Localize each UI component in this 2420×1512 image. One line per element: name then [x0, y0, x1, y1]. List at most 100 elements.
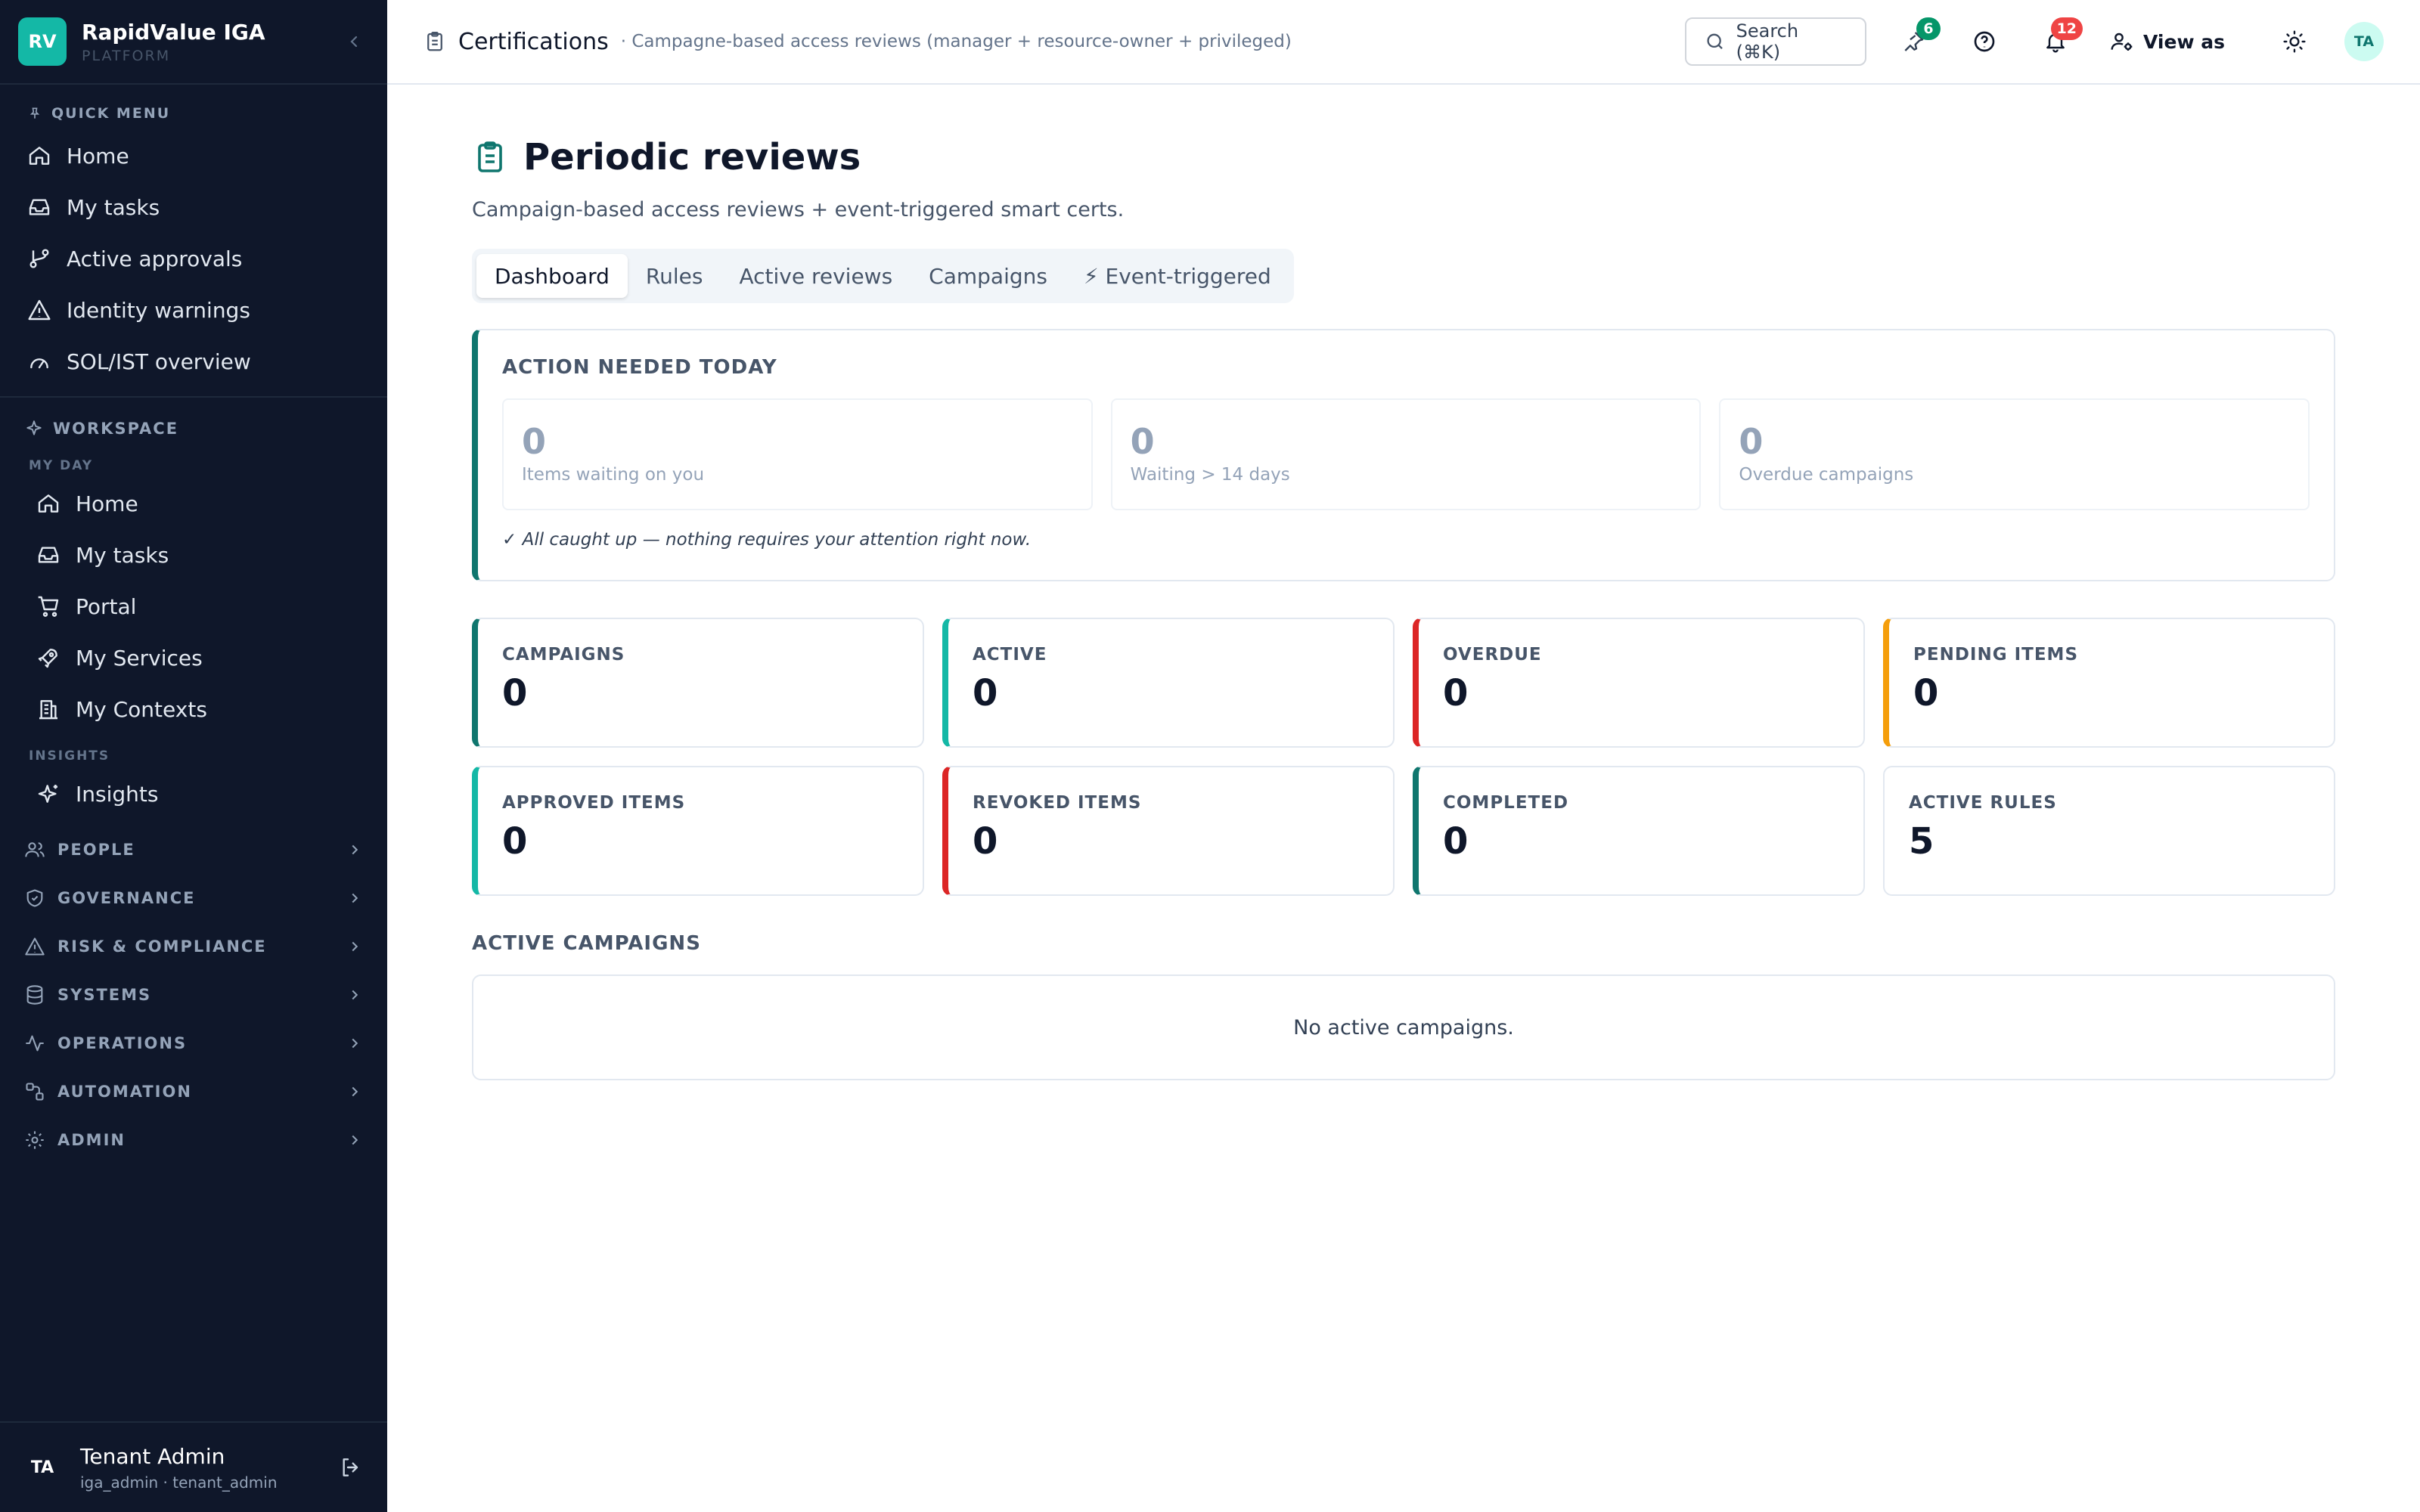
sidebar-item-my-contexts[interactable]: My Contexts — [0, 683, 387, 735]
sidebar-group-admin[interactable]: ADMIN — [0, 1116, 387, 1164]
top-bar: Certifications · Campagne-based access r… — [387, 0, 2420, 85]
sidebar-item-identity-warnings[interactable]: Identity warnings — [0, 284, 387, 336]
page-title: Periodic reviews — [523, 136, 861, 178]
search-button[interactable]: Search (⌘K) — [1685, 17, 1867, 66]
sidebar-group-systems[interactable]: SYSTEMS — [0, 971, 387, 1019]
chevron-right-icon — [352, 941, 358, 952]
inbox-icon — [29, 199, 50, 215]
action-card-value: 0 — [1130, 421, 1155, 462]
chevron-right-icon — [352, 1135, 358, 1145]
sidebar-item-label: My Services — [76, 645, 203, 671]
stat-card-revoked-items: REVOKED ITEMS 0 — [942, 766, 1395, 896]
building-icon — [39, 700, 57, 720]
notifications-button[interactable]: 12 — [2031, 17, 2083, 66]
stat-label: REVOKED ITEMS — [973, 793, 1142, 813]
sidebar-item-label: My tasks — [76, 542, 169, 568]
all-caught-up-note: ✓ All caught up — nothing requires your … — [502, 530, 1032, 550]
search-label: Search (⌘K) — [1736, 20, 1799, 63]
pinned-button[interactable]: 6 — [1889, 17, 1941, 66]
stat-value: 5 — [1909, 820, 1934, 863]
sidebar-item-quick-home[interactable]: Home — [0, 130, 387, 181]
sidebar-item-portal[interactable]: Portal — [0, 581, 387, 632]
stats-grid: CAMPAIGNS 0 ACTIVE 0 OVERDUE 0 PENDING I… — [472, 618, 2335, 896]
workspace-label: WORKSPACE — [53, 420, 179, 438]
group-label: GOVERNANCE — [57, 889, 196, 907]
sidebar: RV RapidValue IGA PLATFORM QUICK MENU Ho… — [0, 0, 387, 1512]
sidebar-item-sol-ist-overview[interactable]: SOL/IST overview — [0, 336, 387, 387]
sidebar-item-label: SOL/IST overview — [67, 349, 251, 374]
workspace-header: WORKSPACE — [0, 407, 387, 451]
brand-name: RapidValue IGA — [82, 19, 265, 45]
sidebar-item-my-tasks[interactable]: My tasks — [0, 529, 387, 581]
page-description: Campaign-based access reviews + event-tr… — [472, 198, 1125, 222]
stat-value: 0 — [502, 820, 528, 863]
clipboard-icon — [427, 32, 442, 51]
sidebar-item-label: Active approvals — [67, 246, 243, 271]
tab-rules[interactable]: Rules — [645, 263, 703, 289]
pinned-count-badge: 6 — [1916, 17, 1941, 40]
stat-label: CAMPAIGNS — [502, 645, 625, 665]
chevron-right-icon — [352, 844, 358, 855]
logout-button[interactable] — [339, 1455, 363, 1479]
sidebar-item-label: Portal — [76, 593, 137, 619]
help-button[interactable] — [1960, 17, 2009, 66]
chevron-right-icon — [352, 1038, 358, 1049]
logout-icon — [343, 1458, 358, 1476]
stat-value: 0 — [1913, 672, 1939, 714]
sidebar-item-label: Insights — [76, 781, 159, 807]
user-profile: TA Tenant Admin iga_admin · tenant_admin — [0, 1421, 387, 1512]
group-label: RISK & COMPLIANCE — [57, 937, 267, 956]
sidebar-group-people[interactable]: PEOPLE — [0, 826, 387, 874]
stat-card-overdue: OVERDUE 0 — [1413, 618, 1865, 748]
breadcrumb-title[interactable]: Certifications — [458, 28, 609, 55]
stat-value: 0 — [502, 672, 528, 714]
sidebar-group-operations[interactable]: OPERATIONS — [0, 1019, 387, 1067]
insights-header: INSIGHTS — [29, 748, 110, 764]
sidebar-group-risk-compliance[interactable]: RISK & COMPLIANCE — [0, 922, 387, 971]
tab-dashboard[interactable]: Dashboard — [476, 254, 628, 298]
quick-menu-label: QUICK MENU — [51, 105, 171, 122]
stat-label: ACTIVE RULES — [1909, 793, 2057, 813]
pin-icon — [1904, 32, 1924, 51]
stat-label: ACTIVE — [973, 645, 1047, 665]
group-label: OPERATIONS — [57, 1034, 188, 1052]
stat-value: 0 — [973, 672, 998, 714]
sidebar-group-governance[interactable]: GOVERNANCE — [0, 874, 387, 922]
gear-icon — [26, 1131, 44, 1149]
search-icon — [1707, 33, 1723, 50]
tab-active-reviews[interactable]: Active reviews — [739, 263, 893, 289]
sidebar-item-label: Identity warnings — [67, 297, 250, 323]
active-campaigns-empty-state: No active campaigns. — [472, 974, 2335, 1080]
sidebar-item-home[interactable]: Home — [0, 478, 387, 529]
action-needed-panel: ACTION NEEDED TODAY 0 Items waiting on y… — [472, 329, 2335, 581]
sidebar-item-active-approvals[interactable]: Active approvals — [0, 233, 387, 284]
stat-card-pending-items: PENDING ITEMS 0 — [1883, 618, 2335, 748]
stat-label: COMPLETED — [1443, 793, 1569, 813]
sidebar-item-insights[interactable]: Insights — [0, 768, 387, 820]
chevron-right-icon — [352, 990, 358, 1000]
chevron-right-icon — [352, 893, 358, 903]
notifications-count-badge: 12 — [2050, 17, 2083, 40]
sidebar-group-automation[interactable]: AUTOMATION — [0, 1067, 387, 1116]
sidebar-item-quick-my-tasks[interactable]: My tasks — [0, 181, 387, 233]
tab-event-triggered[interactable]: ⚡ Event-triggered — [1083, 263, 1271, 289]
sidebar-divider — [0, 396, 387, 398]
stat-card-active: ACTIVE 0 — [942, 618, 1395, 748]
git-branch-icon — [29, 249, 49, 268]
collapse-sidebar-button[interactable] — [339, 26, 369, 57]
user-avatar-menu[interactable]: TA — [2344, 22, 2384, 61]
empty-state-text: No active campaigns. — [1293, 1015, 1514, 1040]
breadcrumb-subtitle: · Campagne-based access reviews (manager… — [620, 32, 1292, 51]
main-content: Periodic reviews Campaign-based access r… — [472, 85, 2335, 1080]
sidebar-item-my-services[interactable]: My Services — [0, 632, 387, 683]
user-avatar: TA — [30, 1458, 54, 1477]
tab-campaigns[interactable]: Campaigns — [929, 263, 1047, 289]
sun-icon — [2283, 30, 2306, 53]
gauge-icon — [30, 358, 48, 369]
view-as-button[interactable]: View as — [2110, 29, 2225, 54]
users-icon — [25, 842, 45, 857]
sidebar-item-label: Home — [67, 143, 129, 169]
shield-icon — [26, 889, 43, 907]
theme-toggle[interactable] — [2270, 17, 2319, 66]
action-card-label: Items waiting on you — [522, 465, 705, 485]
